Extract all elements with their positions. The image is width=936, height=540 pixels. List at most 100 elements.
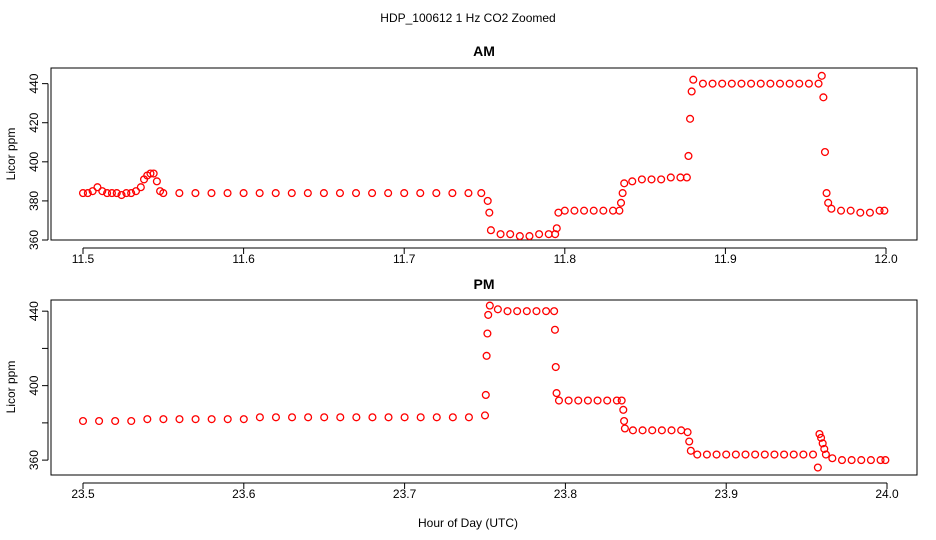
data-point-am [117,191,126,200]
data-point-pm [760,450,769,459]
data-point-pm [677,426,686,435]
data-point-pm [808,450,818,459]
y-tick-label-pm: 440 [27,301,41,321]
data-point-am [239,189,248,198]
data-point-am [107,189,116,198]
plot-area-pm [50,299,918,476]
data-point-pm [612,396,621,405]
data-point-pm [617,396,626,405]
data-point-pm [564,396,573,405]
data-point-am [146,169,155,178]
data-point-pm [384,413,393,422]
data-point-am [865,208,874,217]
data-point-am [384,189,393,198]
data-point-pm [583,396,592,405]
data-point-am [496,230,505,239]
data-point-am [83,189,92,198]
data-point-am [112,189,121,198]
data-point-pm [416,413,425,422]
y-tick-label-pm: 400 [27,375,41,395]
x-tick-label-am: 11.5 [72,252,95,266]
data-point-pm [552,389,561,398]
data-point-am [223,189,232,198]
data-point-pm [432,413,441,422]
data-point-am [560,206,569,215]
data-point-pm [857,456,866,465]
data-point-pm [821,450,830,459]
data-point-pm [191,415,200,424]
data-point-am [485,208,494,217]
data-point-am [599,206,608,215]
x-tick-label-pm: 23.7 [393,487,417,501]
data-point-pm [550,325,559,334]
data-point-am [486,226,495,235]
data-point-am [708,79,717,88]
data-point-pm [522,307,531,316]
data-point-am [686,114,695,123]
data-point-pm [866,456,875,465]
data-point-am [618,189,627,198]
data-point-am [103,189,112,198]
data-point-pm [400,413,409,422]
data-point-am [775,79,785,88]
data-point-pm [657,426,666,435]
y-tick-label-am: 440 [27,73,41,93]
data-point-pm [480,411,490,420]
data-point-am [152,177,161,186]
data-point-pm [603,396,612,405]
data-point-am [819,93,828,102]
data-point-am [822,189,831,198]
data-point-pm [111,416,120,426]
data-point-pm [95,416,104,426]
data-point-am [159,189,168,198]
data-point-pm [127,416,136,426]
data-point-am [616,198,626,207]
data-point-am [880,206,889,215]
y-tick-label-am: 380 [27,191,41,211]
data-point-pm [483,329,492,338]
data-point-am [718,79,727,88]
data-point-pm [336,413,345,422]
x-tick-label-am: 12.0 [874,252,898,266]
data-point-pm [722,450,731,459]
data-point-am [525,232,534,241]
data-point-pm [780,450,789,459]
data-point-pm [712,450,721,459]
data-point-am [432,189,441,198]
figure-title: HDP_100612 1 Hz CO2 Zoomed [380,11,555,25]
data-point-am [589,206,598,215]
data-point-am [554,208,563,217]
x-axis-am: 11.5 11.6 11.7 11.8 11.9 12.0 [72,247,898,266]
data-point-pm [638,426,647,435]
data-point-am [615,206,624,215]
data-point-am [255,189,264,198]
data-point-am [483,196,492,205]
data-point-pm [789,450,798,459]
panel-pm: PM Licor ppm 23.5 23.6 23.7 23.8 23.9 24.0 36… [4,276,918,501]
data-point-am [846,206,855,215]
data-point-am [620,179,629,188]
y-tick-label-am: 400 [27,151,41,171]
data-point-pm [551,362,560,372]
data-point-am [552,224,561,233]
data-point-am [814,79,823,88]
data-point-pm [464,413,473,422]
data-point-pm [620,424,629,433]
y-axis-label-pm: Licor ppm [4,361,18,414]
data-point-am [684,151,693,161]
data-point-pm [813,463,822,472]
data-point-am [175,189,184,198]
data-point-am [682,173,691,182]
data-point-pm [255,413,264,422]
x-tick-label-pm: 24.0 [875,487,899,501]
data-point-am [448,189,457,198]
data-point-pm [78,416,88,426]
data-point-pm [574,396,583,405]
data-point-am [535,230,544,239]
x-tick-label-am: 11.6 [232,252,255,266]
data-point-am [817,71,826,80]
data-point-am [687,87,696,96]
data-point-pm [847,456,856,465]
x-tick-label-am: 11.7 [393,252,416,266]
data-point-pm [685,437,694,446]
